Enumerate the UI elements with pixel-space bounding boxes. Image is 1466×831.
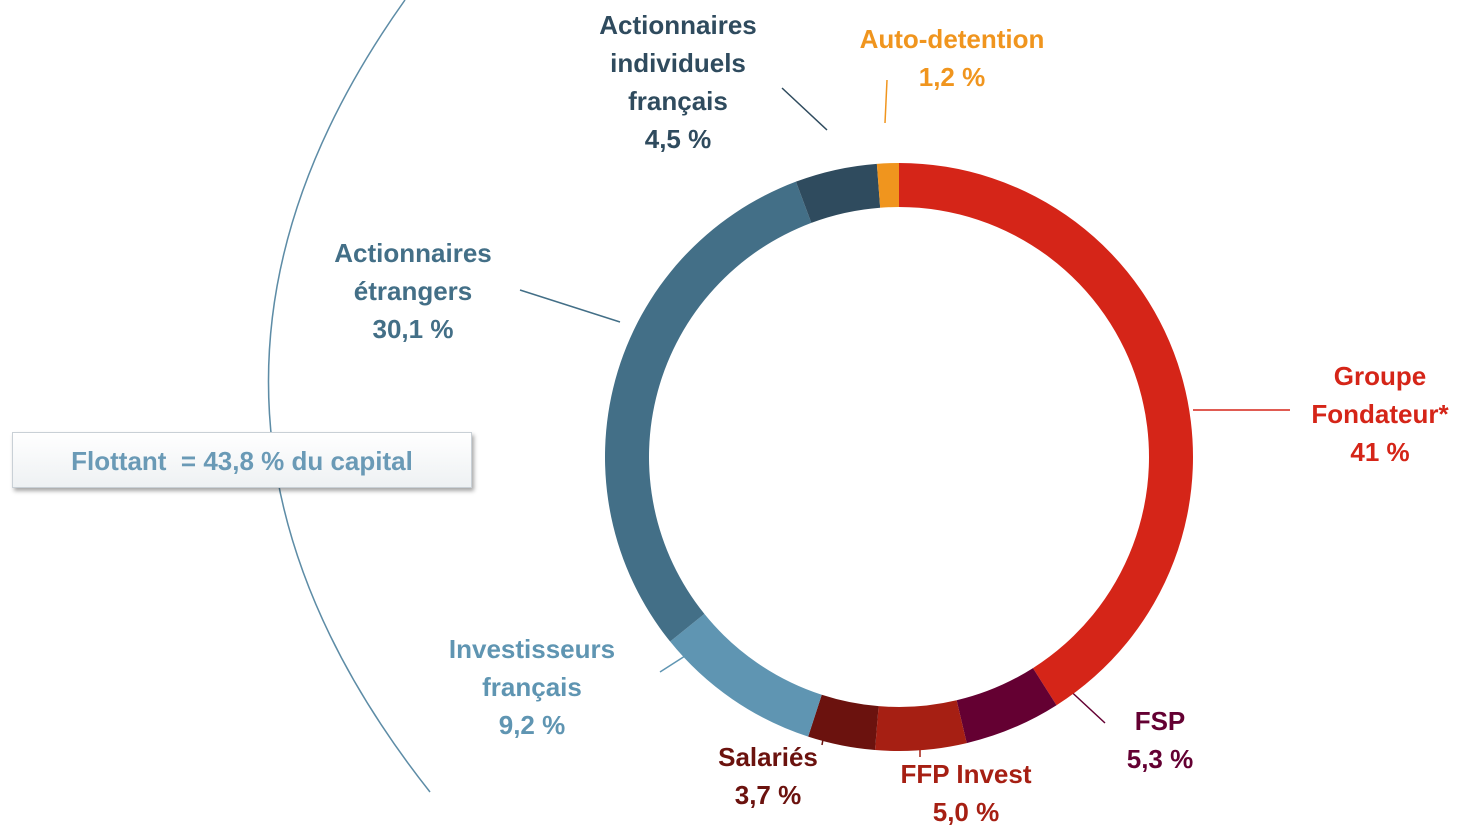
donut-slice bbox=[605, 181, 812, 642]
slice-label: FFP Invest 5,0 % bbox=[866, 755, 1066, 831]
donut-slice bbox=[795, 163, 881, 223]
slice-name: Groupe Fondateur* bbox=[1311, 361, 1449, 429]
slice-name: Auto-detention bbox=[859, 24, 1045, 54]
slice-value: 1,2 % bbox=[918, 62, 986, 92]
slice-label: Auto-detention 1,2 % bbox=[832, 20, 1072, 96]
leader-line bbox=[519, 289, 621, 323]
float-annotation: Flottant = 43,8 % du capital bbox=[12, 432, 472, 488]
slice-name: Actionnaires individuels français bbox=[599, 10, 757, 116]
float-brace bbox=[267, 0, 431, 793]
leader-line bbox=[884, 79, 888, 124]
slice-name: Salariés bbox=[718, 742, 818, 772]
slice-value: 5,0 % bbox=[932, 797, 1000, 827]
slice-value: 3,7 % bbox=[734, 780, 802, 810]
slice-name: Actionnaires étrangers bbox=[334, 238, 492, 306]
slice-name: FSP bbox=[1134, 706, 1186, 736]
slice-label: FSP 5,3 % bbox=[1100, 702, 1220, 778]
donut-slice bbox=[876, 163, 899, 208]
slice-value: 4,5 % bbox=[644, 124, 712, 154]
donut-slice bbox=[956, 668, 1057, 744]
donut-slice bbox=[808, 694, 879, 751]
slice-value: 5,3 % bbox=[1126, 744, 1194, 774]
slice-value: 9,2 % bbox=[498, 710, 566, 740]
slice-name: FFP Invest bbox=[900, 759, 1032, 789]
donut-slice bbox=[670, 613, 822, 737]
donut-slice bbox=[875, 700, 967, 751]
slice-label: Investisseurs français 9,2 % bbox=[417, 630, 647, 744]
slice-label: Groupe Fondateur* 41 % bbox=[1290, 357, 1466, 471]
slice-label: Salariés 3,7 % bbox=[688, 738, 848, 814]
donut-slice bbox=[899, 163, 1193, 706]
slice-label: Actionnaires étrangers 30,1 % bbox=[303, 234, 523, 348]
slice-name: Investisseurs français bbox=[448, 634, 616, 702]
leader-line bbox=[781, 87, 828, 131]
slice-value: 41 % bbox=[1350, 437, 1410, 467]
slice-label: Actionnaires individuels français 4,5 % bbox=[588, 6, 768, 158]
slice-value: 30,1 % bbox=[372, 314, 454, 344]
